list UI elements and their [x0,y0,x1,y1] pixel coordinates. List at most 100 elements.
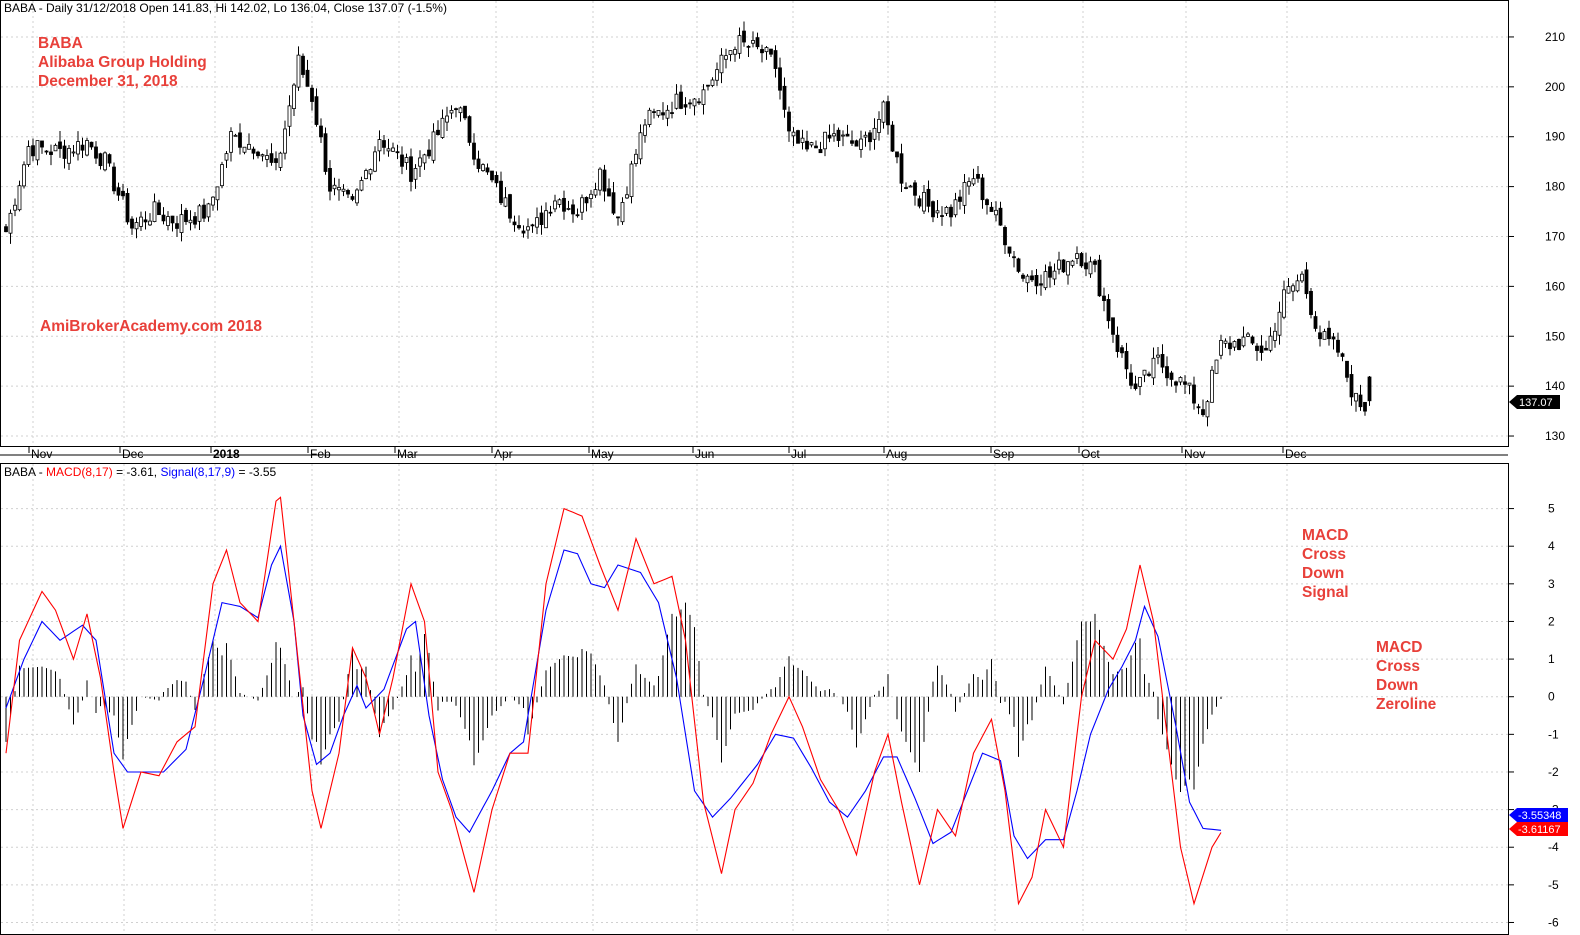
candle-body [1295,280,1300,292]
macd-tick-label: 0 [1548,690,1555,704]
candle-body [670,112,674,114]
candle-body [544,210,548,229]
candle-body [931,201,935,218]
candle-body [791,131,796,137]
candle-body [332,184,337,190]
cross-zero-annotation-3: Down [1376,677,1418,694]
candle-body [746,45,751,48]
macd-badge: -3.61167 [1509,822,1568,836]
candle-body [4,226,8,233]
candle-body [508,194,512,219]
candle-body [341,188,346,192]
candle-body [373,151,377,172]
candle-body [1214,359,1219,374]
candle-body [1084,262,1088,270]
candle-body [1066,261,1070,276]
candle-body [674,93,679,109]
candle-body [485,167,490,173]
candle-body [1255,345,1259,351]
candle-body [319,125,323,138]
cross-zero-annotation-2: Cross [1376,658,1420,675]
candle-body [1327,327,1331,340]
candle-body [1102,295,1106,301]
candle-body [242,146,247,153]
candle-body [35,140,40,161]
candle-body [26,146,31,165]
date-annotation: December 31, 2018 [38,73,178,90]
candle-body [971,178,976,185]
candle-body [499,180,503,204]
candle-body [859,138,863,150]
candle-body [517,225,521,229]
candle-body [818,149,823,154]
candle-body [782,85,787,110]
candle-body [1097,259,1102,297]
month-label: Jun [695,447,714,461]
candle-body [188,219,193,224]
candle-body [211,196,215,206]
candle-body [436,129,440,135]
price-tick-label: 130 [1545,429,1565,443]
candle-body [152,201,157,222]
candle-body [967,181,971,187]
candle-body [175,223,179,229]
candle-body [431,131,436,161]
candle-body [337,187,341,191]
candle-body [877,119,881,133]
candle-body [535,217,539,228]
candle-body [170,215,175,224]
candle-body [215,186,220,201]
candle-body [827,134,832,139]
candle-body [1043,271,1048,289]
candle-body [679,91,683,109]
candle-body [701,89,706,105]
macd-tick-label: -6 [1548,915,1559,929]
candle-body [881,101,886,123]
candle-body [886,101,890,126]
candle-body [503,197,508,207]
candle-body [283,128,287,154]
price-tick-label: 200 [1545,80,1565,94]
candle-body [854,140,859,147]
candle-body [454,108,458,111]
candle-body [139,216,143,227]
candle-body [1291,285,1295,292]
candle-body [49,151,53,155]
candle-body [251,148,256,154]
candle-body [850,140,854,144]
macd-pane-frame [0,463,1509,935]
candle-body [728,50,733,56]
candle-body [1079,253,1084,267]
candle-body [1354,392,1358,402]
price-tick-label: 210 [1545,30,1565,44]
candle-body [1039,283,1043,286]
candle-body [760,49,764,54]
candle-body [157,202,161,216]
candle-body [1322,331,1327,340]
candle-body [440,117,445,138]
macd-tick-label: 5 [1548,502,1555,516]
candle-body [76,141,80,155]
candle-body [1057,259,1061,270]
candle-body [377,139,382,152]
candle-body [1133,383,1138,389]
candle-body [206,203,211,218]
candle-body [8,212,13,234]
candle-body [958,196,962,202]
candle-body [404,157,409,163]
candle-body [1219,340,1223,356]
candle-body [202,204,206,219]
candle-body [1106,299,1111,322]
macd-title: BABA - MACD(8,17) = -3.61, Signal(8,17,9… [4,465,277,479]
candle-body [1259,345,1264,353]
candle-body [823,131,827,150]
candle-body [301,55,305,75]
candle-body [323,133,328,172]
candle-body [1007,246,1012,254]
macd-line [5,496,1222,906]
candle-body [953,199,958,216]
month-label: Feb [310,447,331,461]
ticker-annotation: BABA [38,35,83,52]
candle-body [161,214,166,222]
